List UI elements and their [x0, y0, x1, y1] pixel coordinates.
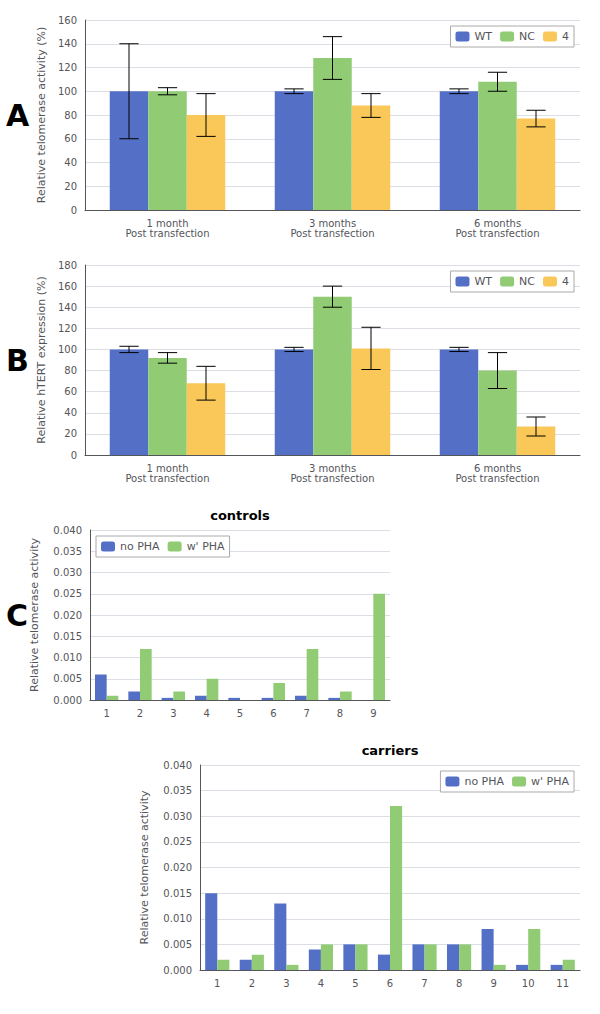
svg-text:9: 9 [370, 708, 376, 719]
svg-text:8: 8 [337, 708, 343, 719]
svg-text:no PHA: no PHA [464, 775, 504, 788]
svg-text:0: 0 [71, 205, 77, 216]
svg-text:6 months: 6 months [473, 462, 522, 474]
svg-text:80: 80 [64, 365, 77, 376]
svg-text:controls: controls [210, 508, 270, 523]
svg-text:Relative telomerase activity: Relative telomerase activity [138, 790, 151, 945]
svg-text:40: 40 [64, 407, 77, 418]
svg-text:0.020: 0.020 [53, 610, 82, 621]
svg-text:120: 120 [58, 323, 77, 334]
svg-text:Post transfection: Post transfection [290, 228, 374, 239]
svg-text:0.005: 0.005 [163, 939, 192, 950]
svg-text:140: 140 [58, 38, 77, 49]
svg-text:0.000: 0.000 [163, 965, 192, 976]
svg-text:B: B [6, 343, 29, 378]
svg-text:4: 4 [562, 30, 569, 43]
svg-text:60: 60 [64, 386, 77, 397]
svg-text:5: 5 [237, 708, 243, 719]
svg-text:100: 100 [58, 344, 77, 355]
svg-text:w' PHA: w' PHA [187, 540, 225, 553]
svg-text:w' PHA: w' PHA [531, 775, 569, 788]
svg-text:Relative telomerase activity (: Relative telomerase activity (%) [35, 27, 48, 204]
svg-text:140: 140 [58, 302, 77, 313]
svg-text:20: 20 [64, 428, 77, 439]
svg-text:0.030: 0.030 [163, 811, 192, 822]
svg-text:NC: NC [519, 275, 535, 288]
svg-text:WT: WT [474, 30, 492, 43]
svg-text:2: 2 [137, 708, 143, 719]
svg-text:40: 40 [64, 157, 77, 168]
svg-text:80: 80 [64, 110, 77, 121]
svg-text:Post transfection: Post transfection [125, 473, 209, 484]
svg-text:no PHA: no PHA [120, 540, 160, 553]
svg-text:4: 4 [318, 978, 324, 989]
svg-text:0.020: 0.020 [163, 862, 192, 873]
svg-text:C: C [6, 598, 28, 633]
svg-text:6 months: 6 months [473, 217, 522, 229]
svg-text:3 months: 3 months [308, 462, 357, 474]
svg-text:carriers: carriers [362, 743, 419, 758]
svg-text:1: 1 [214, 978, 220, 989]
svg-text:Post transfection: Post transfection [125, 228, 209, 239]
svg-text:0.010: 0.010 [163, 913, 192, 924]
svg-text:Relative telomerase activity: Relative telomerase activity [28, 538, 41, 693]
svg-text:NC: NC [519, 30, 535, 43]
svg-text:0.025: 0.025 [53, 588, 82, 599]
svg-text:A: A [6, 98, 30, 133]
svg-text:0.015: 0.015 [163, 888, 192, 899]
svg-text:Post transfection: Post transfection [290, 473, 374, 484]
svg-text:7: 7 [421, 978, 427, 989]
svg-text:180: 180 [58, 260, 77, 271]
svg-text:Post transfection: Post transfection [455, 473, 539, 484]
svg-text:0.025: 0.025 [163, 836, 192, 847]
svg-text:0.005: 0.005 [53, 673, 82, 684]
svg-text:1: 1 [103, 708, 109, 719]
svg-text:9: 9 [490, 978, 496, 989]
svg-text:4: 4 [562, 275, 569, 288]
svg-text:3 months: 3 months [308, 217, 357, 229]
svg-text:0.040: 0.040 [163, 760, 192, 771]
svg-text:WT: WT [474, 275, 492, 288]
svg-text:10: 10 [522, 978, 535, 989]
svg-text:0: 0 [71, 450, 77, 461]
svg-text:60: 60 [64, 133, 77, 144]
svg-text:0.030: 0.030 [53, 567, 82, 578]
svg-text:6: 6 [387, 978, 393, 989]
svg-text:11: 11 [556, 978, 569, 989]
svg-text:0.015: 0.015 [53, 631, 82, 642]
svg-text:2: 2 [249, 978, 255, 989]
svg-text:8: 8 [456, 978, 462, 989]
svg-text:100: 100 [58, 86, 77, 97]
svg-text:0.000: 0.000 [53, 695, 82, 706]
svg-text:4: 4 [203, 708, 209, 719]
svg-text:0.035: 0.035 [53, 546, 82, 557]
svg-text:0.035: 0.035 [163, 785, 192, 796]
svg-text:6: 6 [270, 708, 276, 719]
svg-text:20: 20 [64, 181, 77, 192]
svg-text:7: 7 [303, 708, 309, 719]
svg-text:1 month: 1 month [146, 462, 189, 474]
svg-text:3: 3 [283, 978, 289, 989]
svg-text:0.040: 0.040 [53, 525, 82, 536]
svg-text:0.010: 0.010 [53, 652, 82, 663]
svg-text:Post transfection: Post transfection [455, 228, 539, 239]
svg-text:160: 160 [58, 15, 77, 26]
svg-text:120: 120 [58, 62, 77, 73]
svg-text:5: 5 [352, 978, 358, 989]
svg-text:1 month: 1 month [146, 217, 189, 229]
svg-text:3: 3 [170, 708, 176, 719]
svg-text:160: 160 [58, 281, 77, 292]
svg-text:Relative hTERT expression (%): Relative hTERT expression (%) [35, 276, 48, 443]
